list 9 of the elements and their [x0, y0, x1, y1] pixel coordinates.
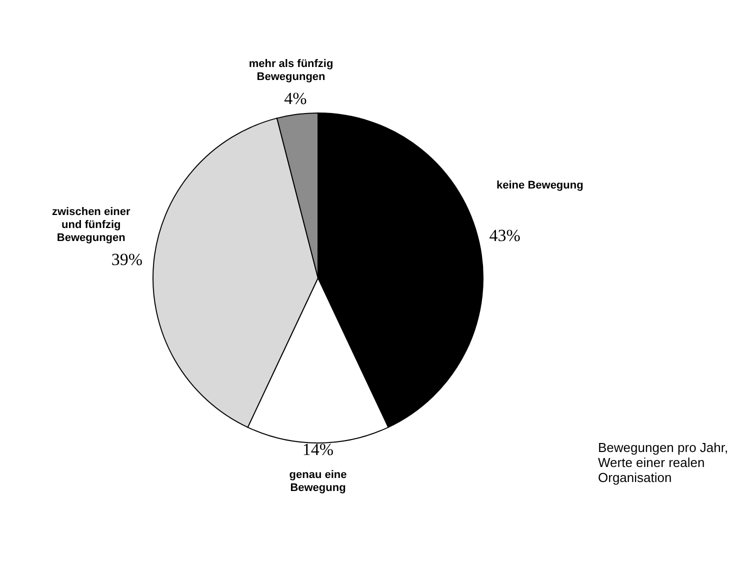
data-label: 39% — [111, 250, 143, 269]
data-label: 4% — [284, 89, 307, 108]
slice-label: keine Bewegung — [496, 180, 584, 192]
data-label: 14% — [302, 440, 334, 459]
slice-label: zwischen einer und fünfzig Bewegungen — [52, 206, 131, 244]
text: Bewegungen pro Jahr, Werte einer realen Organisation — [598, 440, 730, 485]
slice-label: mehr als fünfzig Bewegungen — [248, 58, 334, 83]
data-label: 43% — [489, 226, 520, 246]
slice-label: genau eine Bewegung — [289, 469, 347, 494]
